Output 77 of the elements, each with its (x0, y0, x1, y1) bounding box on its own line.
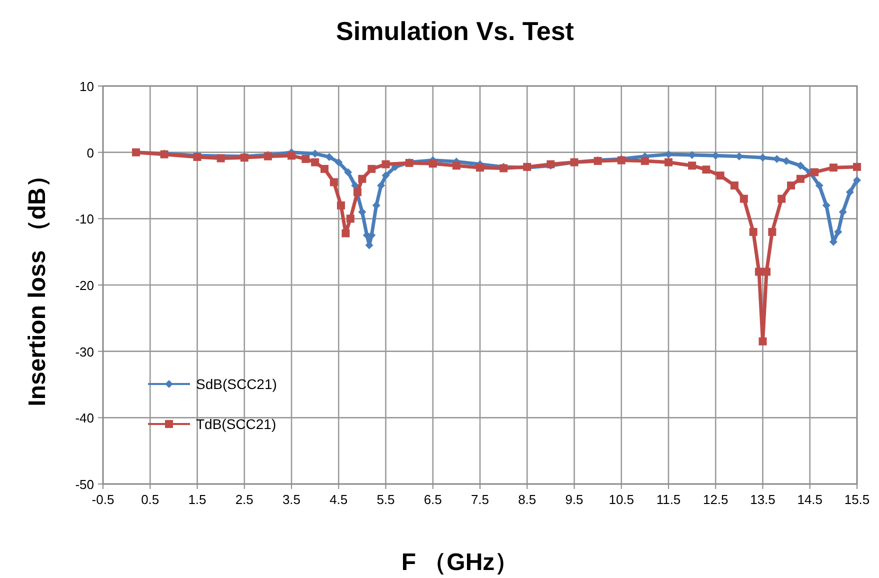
x-tick-label: 2.5 (235, 492, 254, 507)
point (476, 164, 484, 172)
x-tick-label: 0.5 (141, 492, 160, 507)
point (834, 228, 842, 236)
y-tick-label: -20 (75, 278, 94, 293)
x-tick-label: 15.5 (844, 492, 870, 507)
legend-label: SdB(SCC21) (196, 376, 277, 392)
x-tick-label: 13.5 (750, 492, 776, 507)
point (288, 152, 296, 160)
x-tick-label: 9.5 (565, 492, 584, 507)
y-tick-label: -50 (75, 477, 94, 492)
point (853, 176, 861, 184)
point (716, 172, 724, 180)
point (311, 158, 320, 166)
point (787, 182, 796, 190)
point (740, 194, 748, 203)
point (358, 174, 366, 183)
x-tick-label: 12.5 (702, 492, 728, 507)
point (829, 164, 838, 172)
point (377, 182, 386, 190)
point (325, 152, 334, 161)
point (846, 188, 854, 196)
x-tick-label: -0.5 (92, 492, 114, 507)
point (702, 166, 710, 174)
point (796, 162, 804, 170)
point (346, 214, 354, 223)
point (749, 228, 758, 236)
point (778, 194, 786, 203)
x-tick-label: 1.5 (188, 492, 206, 507)
point (372, 201, 380, 210)
point (853, 162, 861, 171)
point (330, 178, 338, 186)
x-tick-label: 5.5 (376, 492, 395, 507)
point (302, 154, 310, 163)
point (342, 229, 350, 238)
y-tick-label: 10 (80, 79, 94, 94)
x-tick-label: 8.5 (518, 492, 536, 507)
y-tick-label: -10 (75, 212, 94, 227)
x-tick-label: 4.5 (330, 492, 348, 507)
chart-title: Simulation Vs. Test (336, 16, 574, 46)
point (688, 162, 696, 170)
y-tick-label: -40 (75, 410, 94, 426)
y-tick-label: -30 (75, 344, 94, 360)
point (730, 182, 738, 190)
point (320, 164, 328, 173)
point (368, 164, 376, 173)
point (762, 268, 771, 276)
point (822, 201, 830, 210)
y-tick-label: 0 (86, 145, 94, 160)
x-tick-label: 3.5 (282, 492, 301, 507)
point (452, 162, 460, 170)
x-tick-label: 14.5 (797, 492, 823, 507)
point (428, 160, 437, 168)
point (336, 201, 345, 210)
point (344, 168, 352, 176)
legend-label: TdB(SCC21) (196, 416, 276, 432)
point (353, 188, 362, 196)
point (754, 268, 763, 276)
point (334, 158, 343, 166)
point (382, 172, 390, 180)
point (838, 208, 847, 216)
point (815, 182, 824, 190)
point (810, 168, 819, 176)
point (796, 174, 804, 183)
y-axis-title: Insertion loss （dB） (24, 164, 51, 406)
x-axis-title: F （GHz） (401, 549, 519, 576)
x-tick-label: 11.5 (656, 492, 681, 507)
x-tick-label: 7.5 (470, 492, 490, 507)
point (216, 154, 225, 162)
point (782, 156, 790, 165)
x-tick-label: 6.5 (424, 492, 442, 507)
point (758, 337, 767, 346)
point (640, 156, 649, 165)
x-tick-label: 10.5 (608, 492, 634, 507)
point (664, 158, 672, 166)
point (382, 160, 390, 168)
point (768, 228, 776, 236)
